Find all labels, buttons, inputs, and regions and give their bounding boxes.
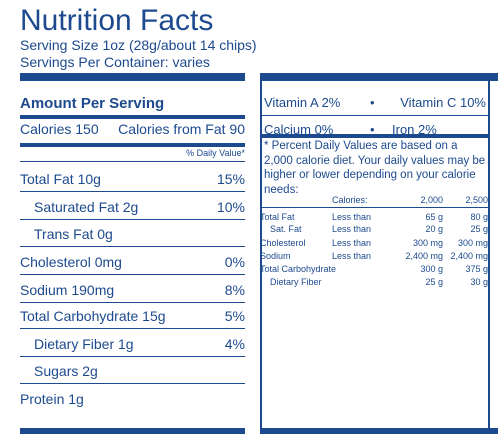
- dv-table-cell: 65 g: [425, 212, 443, 222]
- dv-table-cell: 2,500: [465, 195, 488, 205]
- nutrient-dv: 10%: [216, 199, 245, 215]
- nutrient-label: Sodium 190mg: [20, 282, 115, 298]
- nutrient-row-sodium: Sodium 190mg 8%: [20, 281, 245, 299]
- nutrient-label: Cholesterol 0mg: [20, 254, 122, 270]
- vitamin-a: Vitamin A 2%: [264, 95, 341, 110]
- nutrient-label: Trans Fat 0g: [34, 226, 113, 242]
- calories-label: Calories 150: [20, 121, 99, 137]
- divider: [20, 161, 245, 162]
- dv-table-cell: Less than: [332, 238, 372, 248]
- divider: [20, 383, 245, 384]
- nutrient-row-protein: Protein 1g: [20, 390, 245, 408]
- right-panel-left-border: [260, 73, 262, 434]
- dv-table-cell: Sodium: [260, 251, 291, 261]
- divider: [20, 328, 245, 329]
- dv-table-cell: Total Carbohydrate: [260, 264, 337, 274]
- nutrition-facts-title: Nutrition Facts: [20, 4, 214, 37]
- amount-per-serving: Amount Per Serving: [20, 95, 165, 112]
- dv-table-cell: Less than: [332, 212, 372, 222]
- dv-table-cell: 300 mg: [457, 238, 488, 248]
- bullet: •: [370, 122, 375, 137]
- dv-table-cell: 80 g: [470, 212, 488, 222]
- nutrient-row-dietary-fiber: Dietary Fiber 1g 4%: [20, 335, 245, 353]
- iron: Iron 2%: [392, 122, 437, 137]
- left-thick-bar: [20, 73, 245, 81]
- daily-values-footnote: * Percent Daily Values are based on a 2,…: [264, 140, 486, 196]
- serving-size: Serving Size 1oz (28g/about 14 chips): [20, 37, 257, 53]
- divider: [20, 274, 245, 275]
- dv-table-cell: 25 g: [425, 277, 443, 287]
- divider: [20, 246, 245, 247]
- bullet: •: [370, 95, 375, 110]
- nutrient-row-cholesterol: Cholesterol 0mg 0%: [20, 253, 245, 271]
- nutrient-label: Sugars 2g: [34, 363, 98, 379]
- dv-table-cell: Sat. Fat: [270, 224, 302, 234]
- dv-table-cell: Less than: [332, 251, 372, 261]
- vitamins-bar: [260, 134, 488, 138]
- nutrient-dv: 0%: [224, 254, 245, 270]
- divider: [20, 356, 245, 357]
- divider: [260, 115, 488, 116]
- amount-bar: [20, 115, 245, 119]
- calcium: Calcium 0%: [264, 122, 334, 137]
- divider: [20, 191, 245, 192]
- divider: [20, 302, 245, 303]
- dv-table-cell: 30 g: [470, 277, 488, 287]
- dv-table-cell: Calories:: [332, 195, 368, 205]
- nutrient-row-total-fat: Total Fat 10g 15%: [20, 170, 245, 188]
- nutrient-label: Total Carbohydrate 15g: [20, 308, 166, 324]
- nutrient-dv: 4%: [224, 336, 245, 352]
- dv-table-cell: 2,000: [420, 195, 443, 205]
- right-panel-border: [488, 73, 490, 434]
- panel-gap: [245, 73, 260, 81]
- dv-table-cell: 300 g: [420, 264, 443, 274]
- dv-table-cell: Dietary Fiber: [270, 277, 322, 287]
- nutrient-dv: 8%: [224, 282, 245, 298]
- dv-table-cell: Total Fat: [260, 212, 295, 222]
- nutrient-label: Total Fat 10g: [20, 171, 101, 187]
- calories-bar: [20, 143, 245, 147]
- nutrient-label: Dietary Fiber 1g: [34, 336, 134, 352]
- dv-table-cell: 2,400 mg: [450, 251, 488, 261]
- calories-row: Calories 150 Calories from Fat 90: [20, 120, 245, 138]
- panel-gap-bottom: [245, 428, 260, 434]
- dv-table-cell: Less than: [332, 224, 372, 234]
- dv-table-cell: 2,400 mg: [405, 251, 443, 261]
- nutrient-label: Protein 1g: [20, 391, 84, 407]
- servings-per-container: Servings Per Container: varies: [20, 54, 210, 70]
- nutrient-dv: 5%: [224, 308, 245, 324]
- nutrient-row-saturated-fat: Saturated Fat 2g 10%: [20, 198, 245, 216]
- dv-table-cell: 300 mg: [412, 238, 443, 248]
- dv-table-cell: 25 g: [470, 224, 488, 234]
- dv-table-cell: Cholesterol: [260, 238, 306, 248]
- vitamin-c: Vitamin C 10%: [400, 95, 486, 110]
- nutrient-row-trans-fat: Trans Fat 0g: [20, 225, 245, 243]
- nutrient-row-sugars: Sugars 2g: [20, 362, 245, 380]
- nutrient-row-total-carbohydrate: Total Carbohydrate 15g 5%: [20, 307, 245, 325]
- divider: [20, 219, 245, 220]
- nutrient-label: Saturated Fat 2g: [34, 199, 139, 215]
- daily-value-header: % Daily Value*: [186, 148, 245, 158]
- dv-table-cell: 375 g: [465, 264, 488, 274]
- dv-table-cell: 20 g: [425, 224, 443, 234]
- calories-from-fat: Calories from Fat 90: [118, 121, 245, 137]
- divider: [260, 207, 488, 208]
- nutrient-dv: 15%: [216, 171, 245, 187]
